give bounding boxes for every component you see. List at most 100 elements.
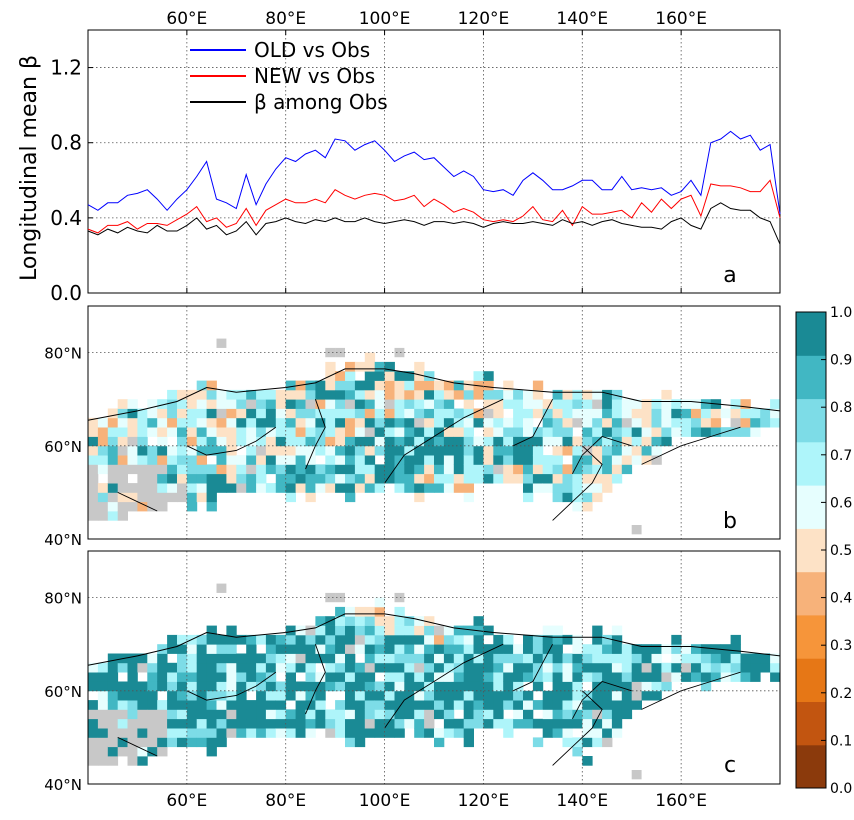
map-cell	[473, 662, 484, 673]
map-cell	[256, 399, 267, 409]
panel-a-line-chart: 60°E 80°E 100°E 120°E 140°E 160°E 0.0 0.4 0.8 1.…	[17, 9, 781, 305]
map-cell	[295, 427, 306, 437]
map-cell	[572, 709, 583, 720]
map-cell	[265, 662, 277, 673]
map-cell	[364, 436, 376, 447]
map-cell	[542, 427, 553, 437]
map-cell	[532, 700, 544, 710]
map-cell	[236, 455, 247, 465]
map-cell	[463, 662, 474, 673]
map-cell	[483, 399, 494, 409]
map-cell	[414, 389, 425, 400]
map-cell	[206, 625, 217, 636]
map-cell	[295, 464, 306, 475]
map-cell	[186, 728, 198, 738]
map-cell	[384, 718, 395, 729]
map-cell	[88, 718, 99, 729]
map-cell	[582, 408, 593, 419]
map-cell	[592, 445, 603, 456]
map-cell	[473, 681, 484, 692]
map-cell	[216, 455, 227, 465]
map-cell	[285, 672, 296, 682]
map-cell	[216, 338, 227, 348]
map-cell	[552, 653, 563, 664]
map-cell	[582, 700, 593, 710]
map-cell	[335, 653, 346, 664]
map-cell	[295, 417, 306, 428]
map-cell	[572, 700, 583, 710]
map-cell	[127, 399, 138, 409]
map-cell	[394, 672, 405, 682]
colorbar-segment-2	[796, 658, 826, 702]
coastline-inland-2	[384, 398, 504, 484]
map-cell	[345, 408, 356, 419]
map-cell	[226, 718, 237, 729]
map-cell	[443, 718, 455, 729]
map-cell	[226, 700, 237, 710]
map-cell	[374, 700, 385, 710]
map-cell	[443, 728, 455, 738]
map-cell	[325, 417, 336, 428]
map-cell	[414, 436, 425, 447]
map-cell	[483, 625, 494, 636]
map-cell	[394, 606, 405, 617]
map-cell	[562, 399, 573, 409]
legend-label-0: OLD vs Obs	[254, 38, 370, 62]
map-cell	[167, 417, 178, 428]
map-cell	[414, 473, 425, 484]
map-cell	[542, 634, 553, 645]
map-cell	[513, 672, 524, 682]
map-cell	[117, 690, 128, 701]
map-cell	[246, 445, 257, 456]
map-cell	[354, 445, 366, 456]
map-cell	[700, 427, 712, 437]
panel-c-y-ticks: 40°N 60°N 80°N	[44, 590, 82, 794]
map-cell	[295, 634, 306, 645]
map-cell	[404, 672, 415, 682]
map-cell	[424, 728, 435, 738]
map-cell	[147, 662, 158, 673]
map-cell	[602, 709, 613, 720]
map-cell	[305, 492, 316, 503]
map-cell	[443, 445, 455, 456]
map-cell	[265, 455, 277, 465]
map-cell	[572, 644, 583, 654]
map-cell	[167, 389, 178, 400]
map-cell	[453, 718, 465, 729]
map-cell	[710, 408, 722, 419]
map-cell	[256, 672, 267, 682]
map-cell	[542, 464, 553, 475]
map-cell	[167, 634, 178, 645]
map-cell	[681, 662, 692, 673]
map-cell	[463, 464, 474, 475]
map-cell	[513, 473, 524, 484]
map-cell	[681, 408, 692, 419]
map-cell	[177, 634, 188, 645]
map-cell	[463, 380, 474, 391]
map-cell	[137, 746, 148, 757]
map-cell	[285, 492, 296, 503]
map-cell	[631, 681, 642, 692]
map-cell	[562, 700, 573, 710]
map-cell	[651, 445, 662, 456]
map-cell	[592, 417, 603, 428]
map-cell	[641, 436, 652, 447]
map-cell	[384, 690, 395, 701]
map-cell	[345, 616, 356, 626]
map-cell	[453, 455, 465, 465]
map-cell	[177, 464, 188, 475]
map-cell	[404, 427, 415, 437]
map-cell	[325, 644, 336, 654]
map-cell	[295, 700, 306, 710]
map-cell	[275, 634, 287, 645]
map-cell	[453, 380, 465, 391]
map-cell	[246, 473, 257, 484]
map-cell	[117, 737, 128, 748]
map-cell	[542, 408, 553, 419]
map-cell	[354, 455, 366, 465]
map-cell	[513, 417, 524, 428]
map-cell	[226, 681, 237, 692]
map-cell	[463, 625, 474, 636]
map-cell	[424, 464, 435, 475]
